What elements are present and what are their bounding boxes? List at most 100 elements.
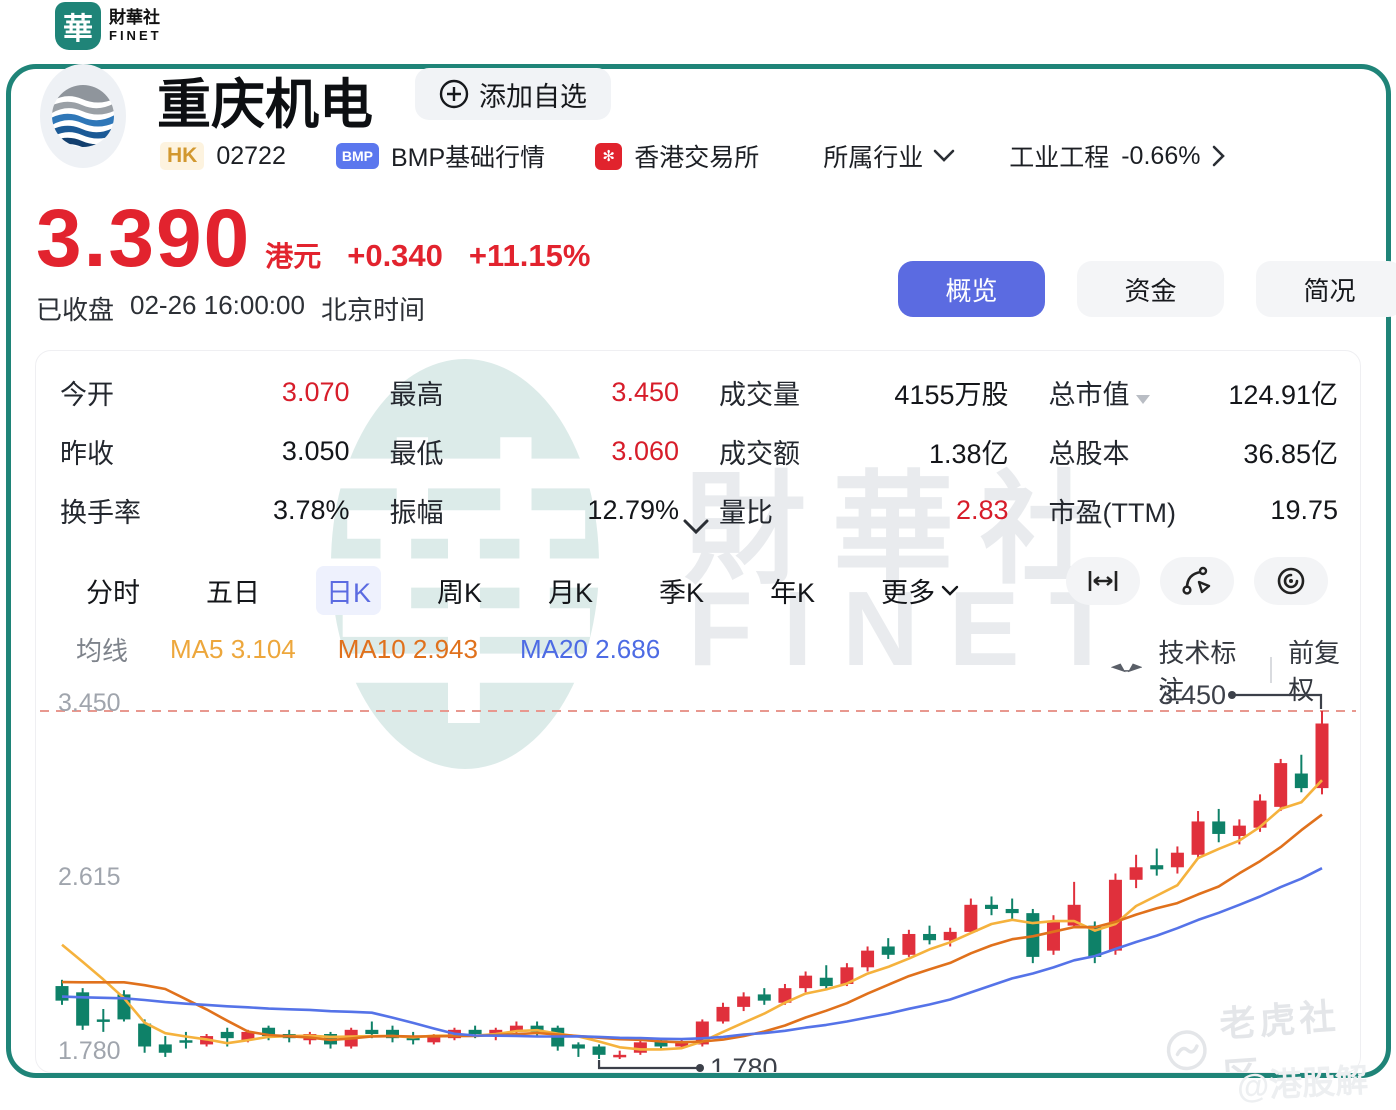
stat-value: 124.91亿 <box>1228 380 1338 410</box>
chevron-down-icon <box>683 519 709 535</box>
candle-body <box>468 1029 482 1034</box>
quote-timestamp: 02-26 16:00:00 <box>130 290 305 320</box>
candle-body <box>1232 825 1246 837</box>
candle-body <box>509 1025 523 1032</box>
chart-period-tabs: 分时 五日 日K 周K 月K 季K 年K 更多 <box>76 566 969 615</box>
stock-meta-row: HK 02722 BMP BMP基础行情 ✻ 香港交易所 所属行业 工业工程 -… <box>160 138 1226 174</box>
period-tab-月K[interactable]: 月K <box>548 578 594 608</box>
period-tab-分时[interactable]: 分时 <box>86 578 140 608</box>
more-label: 更多 <box>881 578 936 608</box>
candle-body <box>1088 925 1102 957</box>
stat-label: 振幅 <box>389 498 444 528</box>
y-axis-tick: 2.615 <box>58 863 121 891</box>
currency-label: 港元 <box>265 241 322 272</box>
candle-body <box>158 1044 172 1053</box>
stat-label: 量比 <box>719 498 773 528</box>
candle-body <box>530 1025 544 1032</box>
stat-value: 4155万股 <box>894 380 1009 410</box>
indicator-tool-button[interactable] <box>1254 557 1328 605</box>
industry-dropdown[interactable]: 所属行业 <box>823 138 955 174</box>
candle-body <box>1294 773 1308 789</box>
y-axis-tick: 1.780 <box>58 1037 121 1065</box>
period-tab-季K[interactable]: 季K <box>659 578 705 608</box>
stat-cell: 昨收 3.050 <box>60 432 350 471</box>
stock-name: 重庆机电 <box>157 75 373 135</box>
brand-name-en: FINET <box>109 27 162 43</box>
candle-body <box>757 994 771 1001</box>
draw-tool-button[interactable] <box>1160 557 1234 605</box>
stat-label: 市盈(TTM) <box>1048 498 1176 528</box>
indicator-target-icon <box>1277 567 1305 595</box>
industry-link[interactable]: 工业工程 -0.66% <box>1009 138 1226 174</box>
y-axis-tick: 3.450 <box>58 689 121 717</box>
stat-cell: 换手率 3.78% <box>60 491 350 530</box>
stat-cell: 总股本 36.85亿 <box>1049 432 1339 471</box>
period-tab-五日[interactable]: 五日 <box>206 578 260 608</box>
page-tab-资金[interactable]: 资金 <box>1077 261 1224 317</box>
industry-label: 所属行业 <box>823 144 924 172</box>
market-status: 已收盘 <box>36 295 115 325</box>
stat-value: 3.060 <box>611 436 679 466</box>
candle-body <box>737 996 751 1007</box>
ma5-legend: MA5 3.104 <box>170 634 296 664</box>
candle-body <box>1274 763 1288 807</box>
chart-options-row: 技术标注 前复权 <box>1111 633 1360 707</box>
candle-body <box>571 1044 585 1049</box>
watermark-caihuashe: 財華社 <box>684 462 1128 598</box>
period-tab-周K[interactable]: 周K <box>437 578 483 608</box>
period-tab-more[interactable]: 更多 <box>871 566 969 615</box>
stat-cell: 总市值 124.91亿 <box>1049 373 1339 412</box>
add-watchlist-label: 添加自选 <box>479 81 587 112</box>
stat-value: 3.070 <box>281 377 350 407</box>
candle-body <box>1046 921 1060 951</box>
brand-name-cn: 財華社 <box>109 8 160 28</box>
quote-card: 華 財華社 FINET 老虎社区 今开 3.070 最高 3.450 成交量 4155万股… <box>35 350 1361 1073</box>
currency-caret-icon[interactable] <box>1135 395 1150 404</box>
ma5-line <box>61 779 1323 1051</box>
chevron-down-icon <box>941 585 959 596</box>
wave-logo-icon <box>52 85 114 147</box>
candle-body <box>799 975 813 989</box>
candlestick-chart[interactable]: 3.450 1.780 <box>36 681 1360 1073</box>
timezone-label: 北京时间 <box>320 295 425 325</box>
stat-value: 3.78% <box>272 495 350 525</box>
period-tab-年K[interactable]: 年K <box>770 578 816 608</box>
candle-body <box>923 933 937 941</box>
candle-body <box>881 946 895 955</box>
stat-value: 3.050 <box>281 436 350 466</box>
period-tab-日K[interactable]: 日K <box>316 566 382 615</box>
tiger-logo-icon <box>1166 1030 1207 1071</box>
stat-value: 2.83 <box>955 495 1009 525</box>
measure-tool-button[interactable] <box>1066 557 1140 605</box>
annotation-toggle[interactable]: 技术标注 <box>1158 638 1237 705</box>
ma20-legend: MA20 2.686 <box>519 634 661 664</box>
stat-cell: 成交额 1.38亿 <box>719 432 1009 471</box>
watermark-handle: @港股解码 <box>1236 1061 1369 1106</box>
candle-body <box>1150 865 1164 870</box>
candle-body <box>241 1031 255 1041</box>
add-watchlist-button[interactable]: 添加自选 <box>415 68 611 120</box>
watermark-tiger: 老虎社区 <box>1161 986 1360 1072</box>
candle-body <box>55 986 69 1001</box>
candle-body <box>427 1036 441 1043</box>
stat-cell: 最低 3.060 <box>390 432 680 471</box>
stat-cell: 振幅 12.79% <box>390 491 680 530</box>
high-annotation-dot <box>1228 691 1236 699</box>
page-tabs: 概览 资金 简况 <box>898 261 1396 317</box>
page-tab-概览[interactable]: 概览 <box>898 261 1045 317</box>
plus-circle-icon <box>439 79 469 109</box>
chevron-right-icon <box>1213 145 1226 167</box>
finet-logo-icon: 華 <box>55 2 101 50</box>
candle-body <box>840 967 854 984</box>
stat-label: 总股本 <box>1048 439 1130 469</box>
candle-body <box>1212 821 1226 834</box>
stat-cell: 市盈(TTM) 19.75 <box>1049 491 1339 530</box>
page-tab-简况[interactable]: 简况 <box>1256 261 1396 317</box>
candle-body <box>179 1040 193 1043</box>
price-change: +0.340 <box>347 238 443 273</box>
candle-body <box>1005 908 1019 914</box>
collapse-stats-button[interactable] <box>682 519 710 540</box>
stat-value: 1.38亿 <box>928 439 1009 469</box>
adjust-mode-toggle[interactable]: 前复权 <box>1288 638 1341 705</box>
stat-label: 最高 <box>389 380 444 410</box>
